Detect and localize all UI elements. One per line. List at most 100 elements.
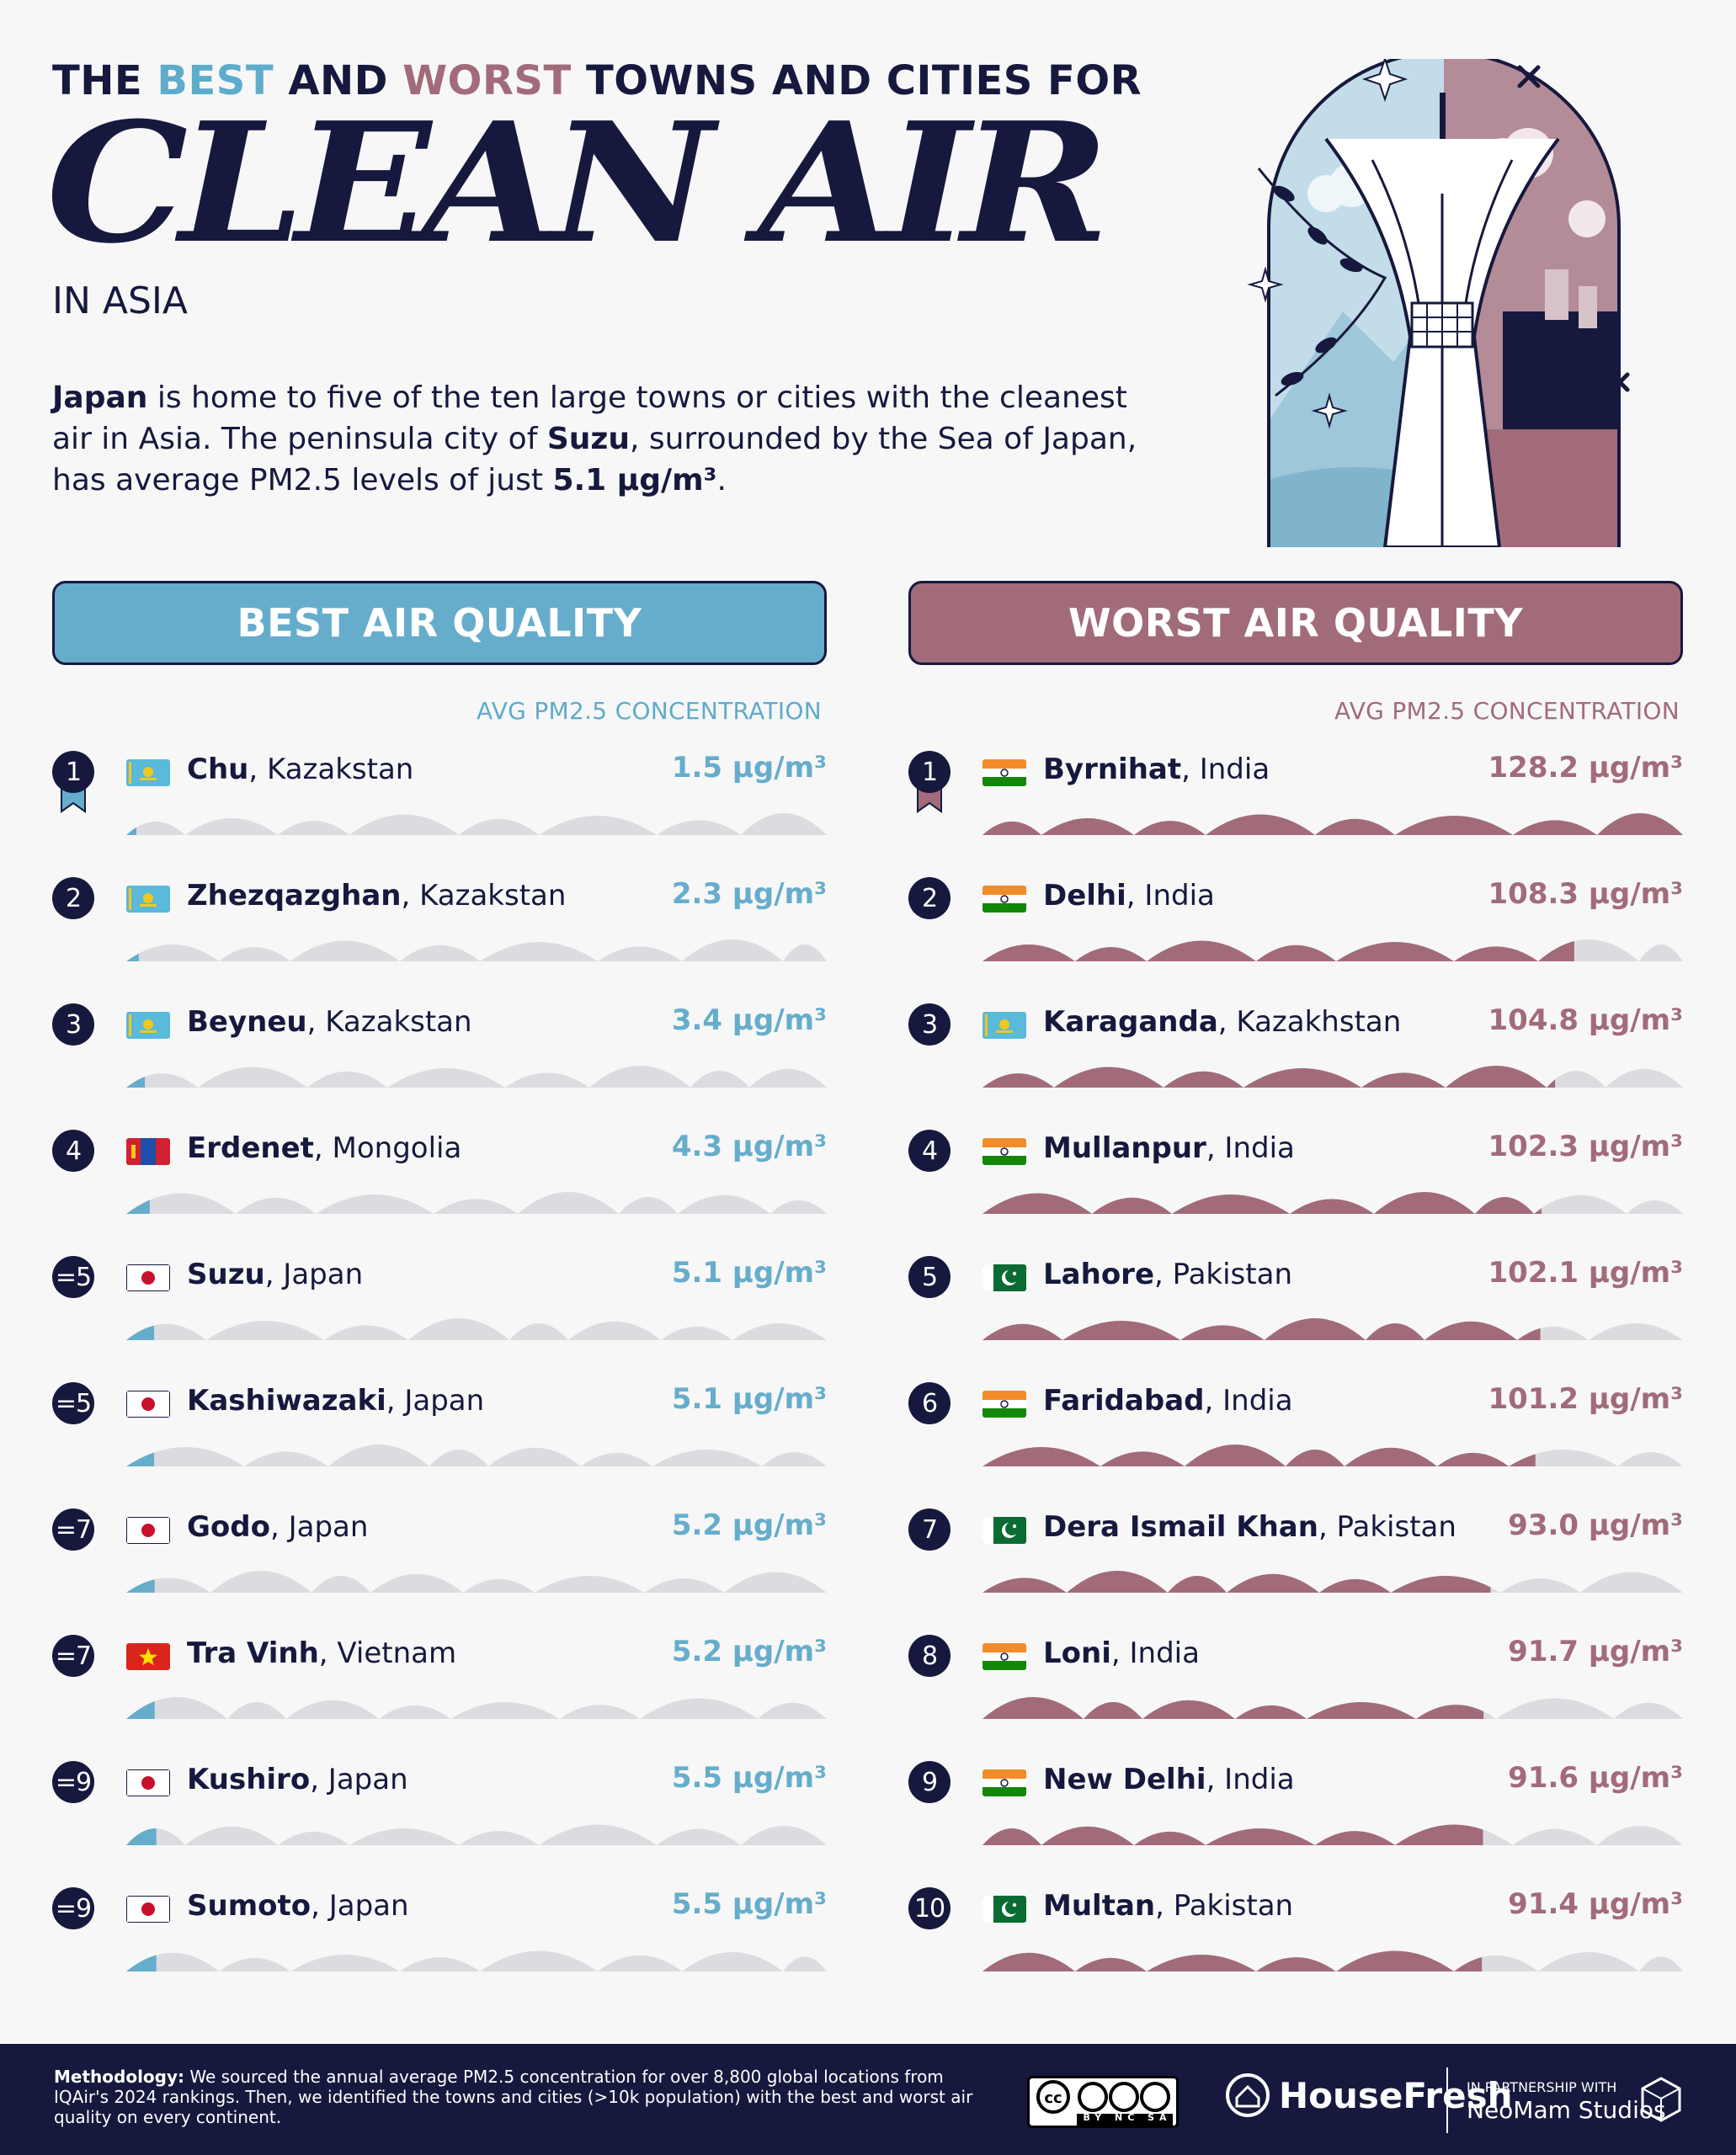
tower-illustration [1247,59,1630,547]
rank-badge: 3 [52,1003,94,1046]
worst-row-7: 7 Dera Ismail Khan, Pakistan 93.0 µg/m³ [908,1508,1683,1635]
india-flag-icon [982,759,1026,786]
bar-fill [982,1066,1556,1088]
rank-badge: 5 [908,1256,951,1298]
bar-track [126,1065,827,1088]
city-name: Delhi [1043,879,1126,913]
best-panel-header: BEST AIR QUALITY [52,581,827,665]
bar-track [126,939,827,961]
creative-commons-badge: cc BY NC SA [1027,2076,1179,2128]
bar-cloud [982,1824,1683,1845]
rank-badge: 4 [908,1130,951,1172]
bar-track [126,1317,827,1340]
kazakhstan-flag-icon [126,1012,170,1039]
bar-cloud [982,1191,1683,1214]
city-name: Chu [187,753,249,786]
bar-fill [982,1192,1542,1214]
value-label: 102.1 µg/m³ [1488,1256,1683,1290]
bar-fill [126,1200,150,1214]
cc-icon: cc [1036,2080,1173,2126]
worst-column-label: AVG PM2.5 CONCENTRATION [1334,697,1680,725]
city-name: Godo [187,1510,270,1544]
city-name: Kashiwazaki [187,1384,386,1418]
country-name: , Kazakstan [248,753,414,786]
bar-cloud [126,1317,827,1340]
city-label: Karaganda, Kazakhstan [1043,1005,1401,1039]
rank-badge: 10 [908,1887,951,1929]
worst-row-1: 1 Byrnihat, India 128.2 µg/m³ [908,751,1683,877]
bar-track [126,812,827,835]
rank-badge: 6 [908,1382,951,1424]
rank-badge: 9 [908,1761,951,1803]
bar-fill [982,1571,1491,1593]
country-name: , Vietnam [318,1636,457,1670]
india-flag-icon [982,886,1026,913]
intro-bold-value: 5.1 µg/m³ [552,463,717,498]
headline-best: BEST [157,57,274,104]
country-name: , Japan [264,1258,364,1291]
bar-fill [982,1318,1541,1340]
country-name: , Kazakhstan [1217,1005,1402,1039]
kazakhstan-flag-icon [126,759,170,786]
partner-caption: IN PARTNERSHIP WITH [1467,2079,1617,2095]
svg-text:cc: cc [1044,2089,1062,2107]
methodology-body: We sourced the annual average PM2.5 conc… [54,2067,973,2127]
rank-badge: =9 [52,1887,94,1929]
country-name: , India [1206,1763,1295,1796]
methodology-label: Methodology: [54,2067,185,2087]
city-label: Godo, Japan [187,1510,368,1544]
city-name: Suzu [187,1258,265,1291]
value-label: 4.3 µg/m³ [671,1130,827,1163]
bar-fill [126,953,139,961]
bar-cloud [126,939,827,961]
bar-track [126,1696,827,1719]
bar-cloud [126,1444,827,1466]
bar-cloud [126,1065,827,1088]
city-name: Dera Ismail Khan [1043,1510,1318,1544]
city-label: Kushiro, Japan [187,1763,408,1796]
city-name: Multan [1043,1889,1156,1923]
headline-post: TOWNS AND CITIES FOR [571,57,1142,104]
intro-text-2: , surrounded by the Sea of Japan, has av… [52,422,1137,498]
best-column-label: AVG PM2.5 CONCENTRATION [477,697,822,725]
country-name: , India [1181,753,1270,786]
bar-cloud [982,1317,1683,1340]
pakistan-flag-icon [982,1264,1026,1291]
country-name: , India [1204,1384,1293,1418]
city-label: Tra Vinh, Vietnam [187,1636,456,1670]
city-label: Sumoto, Japan [187,1889,409,1923]
city-name: Loni [1043,1636,1111,1670]
worst-row-9: 9 New Delhi, India 91.6 µg/m³ [908,1761,1683,1887]
mongolia-flag-icon [126,1138,170,1165]
headline-mid: AND [274,57,403,104]
intro-paragraph: Japan is home to five of the ten large t… [52,377,1155,501]
first-place-ribbon-icon [917,786,942,813]
city-name: Beyneu [187,1005,307,1039]
bar-cloud [126,1696,827,1719]
city-label: Byrnihat, India [1043,753,1270,786]
intro-text-1: is home to five of the ten large towns o… [52,380,1127,456]
kazakhstan-flag-icon [126,886,170,913]
value-label: 3.4 µg/m³ [671,1003,827,1037]
city-label: Faridabad, India [1043,1384,1293,1418]
city-label: Mullanpur, India [1043,1131,1295,1165]
value-label: 108.3 µg/m³ [1488,877,1683,911]
value-label: 5.5 µg/m³ [671,1761,827,1795]
value-label: 5.1 µg/m³ [671,1382,827,1416]
kazakhstan-flag-icon [982,1012,1026,1039]
rank-badge: 4 [52,1130,94,1172]
value-label: 102.3 µg/m³ [1488,1130,1683,1163]
value-label: 91.4 µg/m³ [1508,1887,1683,1921]
city-name: Lahore [1043,1258,1154,1291]
country-name: , Japan [311,1889,409,1923]
rank-badge: =7 [52,1508,94,1551]
city-name: Kushiro [187,1763,311,1796]
bar-fill [126,827,136,835]
intro-text-3: . [716,463,727,498]
city-label: Loni, India [1043,1636,1200,1670]
japan-flag-icon [126,1391,170,1418]
headline-worst: WORST [402,57,572,104]
bar-track [126,1950,827,1971]
city-name: Tra Vinh [187,1636,319,1670]
bar-fill [982,1697,1484,1719]
